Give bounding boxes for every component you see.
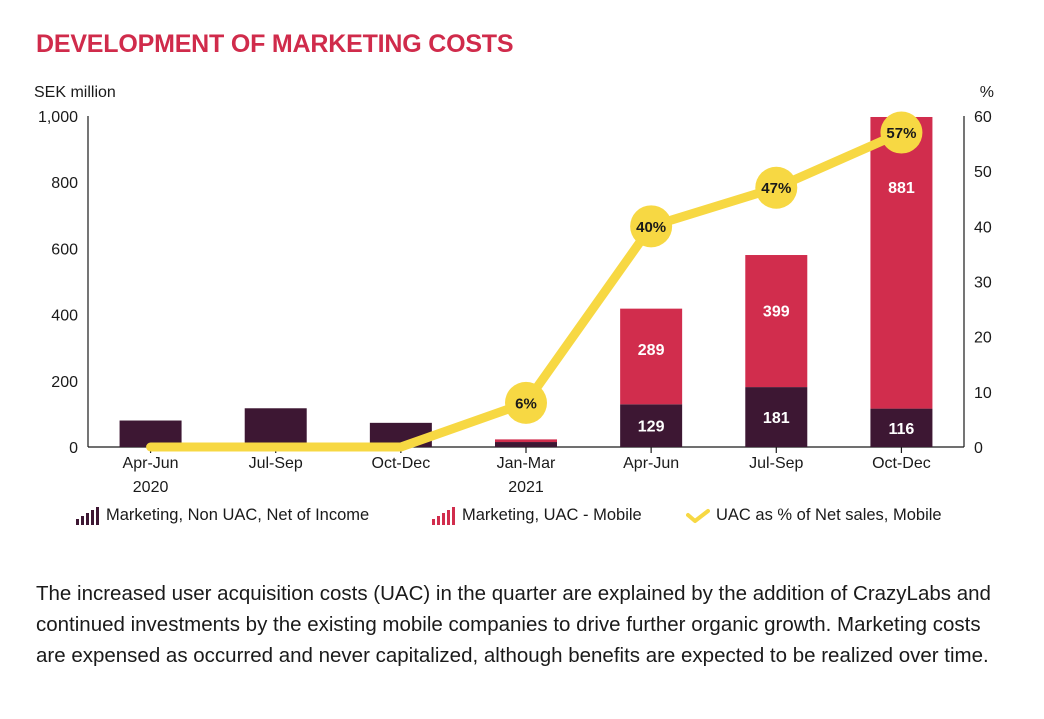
y-tick-left: 0: [69, 440, 78, 457]
bar-non-uac: [244, 408, 307, 447]
y-tick-right: 30: [974, 275, 992, 292]
y-tick-right: 40: [974, 219, 992, 236]
bar-value-label: 129: [638, 419, 665, 436]
bar-uac-mobile: [870, 116, 933, 409]
legend-label-uac-mobile: Marketing, UAC - Mobile: [462, 506, 642, 524]
legend-item-non-uac: Marketing, Non UAC, Net of Income: [76, 506, 369, 525]
x-tick-label-year: 2021: [508, 479, 544, 496]
bar-value-label: 399: [763, 303, 790, 320]
bar-value-label: 881: [888, 180, 915, 197]
bar-uac-mobile: [495, 439, 557, 443]
line-value-label: 47%: [761, 180, 791, 197]
y-tick-right: 60: [974, 109, 992, 126]
line-point-marker: [630, 205, 673, 248]
bar-non-uac: [745, 387, 808, 447]
line-point-marker: [505, 381, 547, 424]
bar-chart-icon: [432, 506, 455, 525]
legend-item-uac-mobile: Marketing, UAC - Mobile: [432, 506, 642, 525]
y-tick-right: 0: [974, 440, 983, 457]
x-tick-label: Oct-Dec: [872, 455, 931, 472]
chart-legend: Marketing, Non UAC, Net of Income Market…: [0, 506, 1044, 532]
x-tick-label: Apr-Jun: [623, 455, 679, 472]
bar-non-uac: [870, 408, 933, 447]
y-tick-right: 50: [974, 164, 992, 181]
x-tick-label: Jul-Sep: [249, 455, 303, 472]
line-value-label: 6%: [515, 395, 537, 412]
legend-label-non-uac: Marketing, Non UAC, Net of Income: [106, 506, 370, 524]
line-chart-icon: [686, 508, 710, 523]
x-tick-label: Oct-Dec: [372, 455, 431, 472]
y-axis-right-label: %: [980, 84, 994, 101]
x-tick-label-year: 2020: [133, 479, 169, 496]
bar-non-uac: [495, 442, 557, 447]
legend-item-uac-percent: UAC as % of Net sales, Mobile: [686, 506, 942, 525]
bar-uac-mobile: [620, 308, 683, 405]
y-tick-left: 800: [51, 175, 78, 192]
y-tick-left: 200: [51, 374, 78, 391]
line-value-label: 40%: [636, 219, 666, 236]
y-tick-right: 20: [974, 330, 992, 347]
bar-value-label: 181: [763, 410, 790, 427]
bar-value-label: 116: [889, 421, 915, 438]
y-tick-left: 1,000: [38, 109, 78, 126]
bar-value-label: 289: [638, 342, 665, 359]
line-value-label: 57%: [886, 125, 916, 142]
line-point-marker: [755, 166, 798, 209]
marketing-costs-chart: SEK million % 0 200 400 600 800 1,000 0 10 20 30 40 5…: [34, 84, 994, 496]
bar-uac-mobile: [745, 255, 808, 388]
y-tick-left: 600: [51, 241, 78, 258]
bar-non-uac: [620, 404, 683, 447]
line-point-marker: [880, 111, 923, 154]
chart-title: DEVELOPMENT OF MARKETING COSTS: [36, 30, 514, 58]
legend-label-uac-percent: UAC as % of Net sales, Mobile: [716, 506, 942, 524]
x-tick-label: Jan-Mar: [497, 455, 556, 472]
y-axis-left-label: SEK million: [34, 84, 116, 101]
bar-chart-icon: [76, 506, 99, 525]
description-text: The increased user acquisition costs (UA…: [36, 582, 991, 667]
y-tick-left: 400: [51, 308, 78, 325]
x-tick-label: Jul-Sep: [749, 455, 803, 472]
y-tick-right: 10: [974, 385, 992, 402]
x-tick-label: Apr-Jun: [123, 455, 179, 472]
